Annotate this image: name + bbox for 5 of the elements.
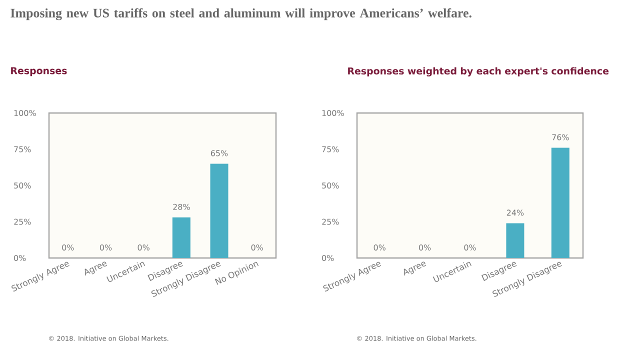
x-tick-label: Agree xyxy=(84,262,108,276)
chart-subtitle: Responses xyxy=(11,67,67,76)
chart-title: Imposing new US tariffs on steel and aluminum will improve Americans’ welfare. xyxy=(10,8,472,20)
chart-title: Responses weighted by each expert's confidence xyxy=(348,67,609,76)
x-tick-label: Agree xyxy=(404,262,426,276)
